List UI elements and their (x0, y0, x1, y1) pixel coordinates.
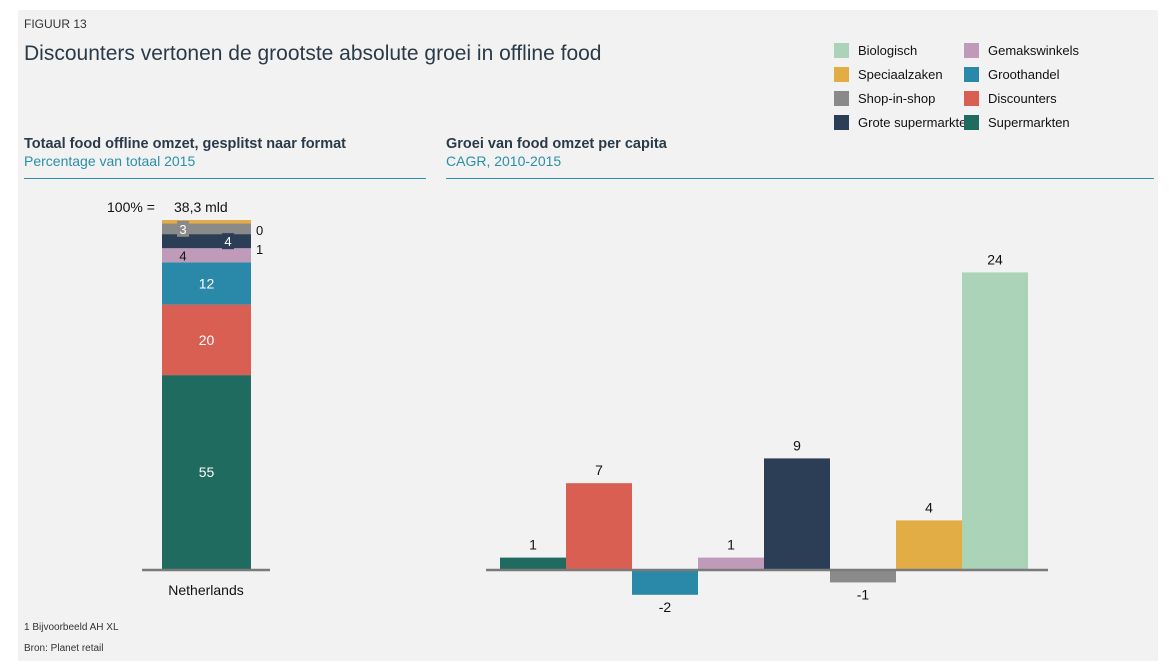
growth-bar-gemakswinkels (698, 557, 764, 570)
left-header-rule (24, 178, 426, 179)
segment-label-shop-in-shop: 3 (179, 222, 186, 237)
right-panel-subtitle: CAGR, 2010-2015 (446, 153, 562, 169)
segment-label-speciaalzaken: 1 (256, 242, 263, 257)
growth-value-discounters: 7 (595, 462, 603, 478)
left-panel-subtitle: Percentage van totaal 2015 (24, 153, 196, 169)
segment-label-supermarkten: 55 (199, 464, 215, 480)
growth-value-biologisch: 24 (987, 251, 1003, 267)
legend-label: Gemakswinkels (988, 43, 1080, 58)
stack-segment-gemakswinkels (162, 248, 251, 263)
right-panel-header: Groei van food omzet per capita CAGR, 20… (446, 136, 667, 169)
legend-item-speciaalzaken: Speciaalzaken (834, 67, 943, 82)
growth-value-gemakswinkels: 1 (727, 537, 735, 553)
legend-label: Biologisch (858, 43, 918, 58)
legend-item-supermarkten: Supermarkten (964, 115, 1070, 130)
figure-label: FIGUUR 13 (24, 17, 87, 31)
stack-segment-groothandel (162, 262, 251, 305)
stack-segment-shop-in-shop (162, 223, 251, 235)
total-value: 38,3 mld (174, 199, 228, 215)
stack-segment-supermarkten (162, 375, 251, 569)
legend-label: Discounters (988, 91, 1057, 106)
legend-swatch (964, 91, 979, 106)
legend-swatch (834, 67, 849, 82)
segment-label-discounters: 20 (199, 332, 215, 348)
source-note: Bron: Planet retail (24, 643, 104, 654)
growth-bar-speciaalzaken (896, 520, 962, 570)
legend-label: Groothandel (988, 67, 1060, 82)
legend-swatch (834, 91, 849, 106)
right-header-rule (446, 178, 1154, 179)
legend-item-shop-in-shop: Shop-in-shop (834, 91, 935, 106)
growth-bar-grote-supermarkten (764, 458, 830, 570)
growth-value-grote-supermarkten: 9 (793, 437, 801, 453)
legend-label: Grote supermarkten¹ (858, 115, 978, 130)
footnote: 1 Bijvoorbeeld AH XL (24, 622, 119, 633)
left-panel-header: Totaal food offline omzet, gesplitst naa… (24, 136, 346, 169)
growth-value-supermarkten: 1 (529, 537, 537, 553)
stack-segment-grote-supermarkten (162, 234, 251, 249)
stack-segment-speciaalzaken (162, 220, 251, 224)
legend-item-grote-supermarkten: Grote supermarkten¹ (834, 115, 978, 130)
legend-item-gemakswinkels: Gemakswinkels (964, 43, 1079, 58)
growth-bar-groothandel (632, 570, 698, 595)
growth-value-groothandel: -2 (659, 599, 672, 615)
segment-label-grote-supermarkten: 4 (224, 234, 231, 249)
legend-label: Supermarkten (988, 115, 1070, 130)
segment-label-bg (222, 233, 234, 250)
segment-label-bg (177, 220, 189, 237)
stack-segment-discounters (162, 304, 251, 376)
total-label: 100% = (107, 199, 155, 215)
legend-swatch (964, 43, 979, 58)
growth-bar-supermarkten (500, 557, 566, 570)
growth-bar-discounters (566, 483, 632, 570)
growth-bar-shop-in-shop (830, 570, 896, 583)
legend-item-groothandel: Groothandel (964, 67, 1060, 82)
legend-label: Shop-in-shop (858, 91, 936, 106)
growth-bar-biologisch (962, 272, 1028, 570)
segment-label-gemakswinkels: 4 (179, 248, 186, 263)
legend-item-biologisch: Biologisch (834, 43, 917, 58)
growth-value-speciaalzaken: 4 (925, 499, 933, 515)
legend-swatch (834, 43, 849, 58)
segment-label-biologisch: 0 (256, 223, 263, 238)
legend-item-discounters: Discounters (964, 91, 1057, 106)
right-panel-title: Groei van food omzet per capita (446, 136, 667, 152)
category-label-netherlands: Netherlands (168, 582, 244, 598)
chart-title: Discounters vertonen de grootste absolut… (24, 42, 602, 65)
segment-label-groothandel: 12 (199, 275, 215, 291)
growth-value-shop-in-shop: -1 (857, 586, 870, 602)
left-panel-title: Totaal food offline omzet, gesplitst naa… (24, 136, 346, 152)
legend-swatch (834, 115, 849, 130)
legend-swatch (964, 67, 979, 82)
legend-label: Speciaalzaken (858, 67, 943, 82)
legend-swatch (964, 115, 979, 130)
